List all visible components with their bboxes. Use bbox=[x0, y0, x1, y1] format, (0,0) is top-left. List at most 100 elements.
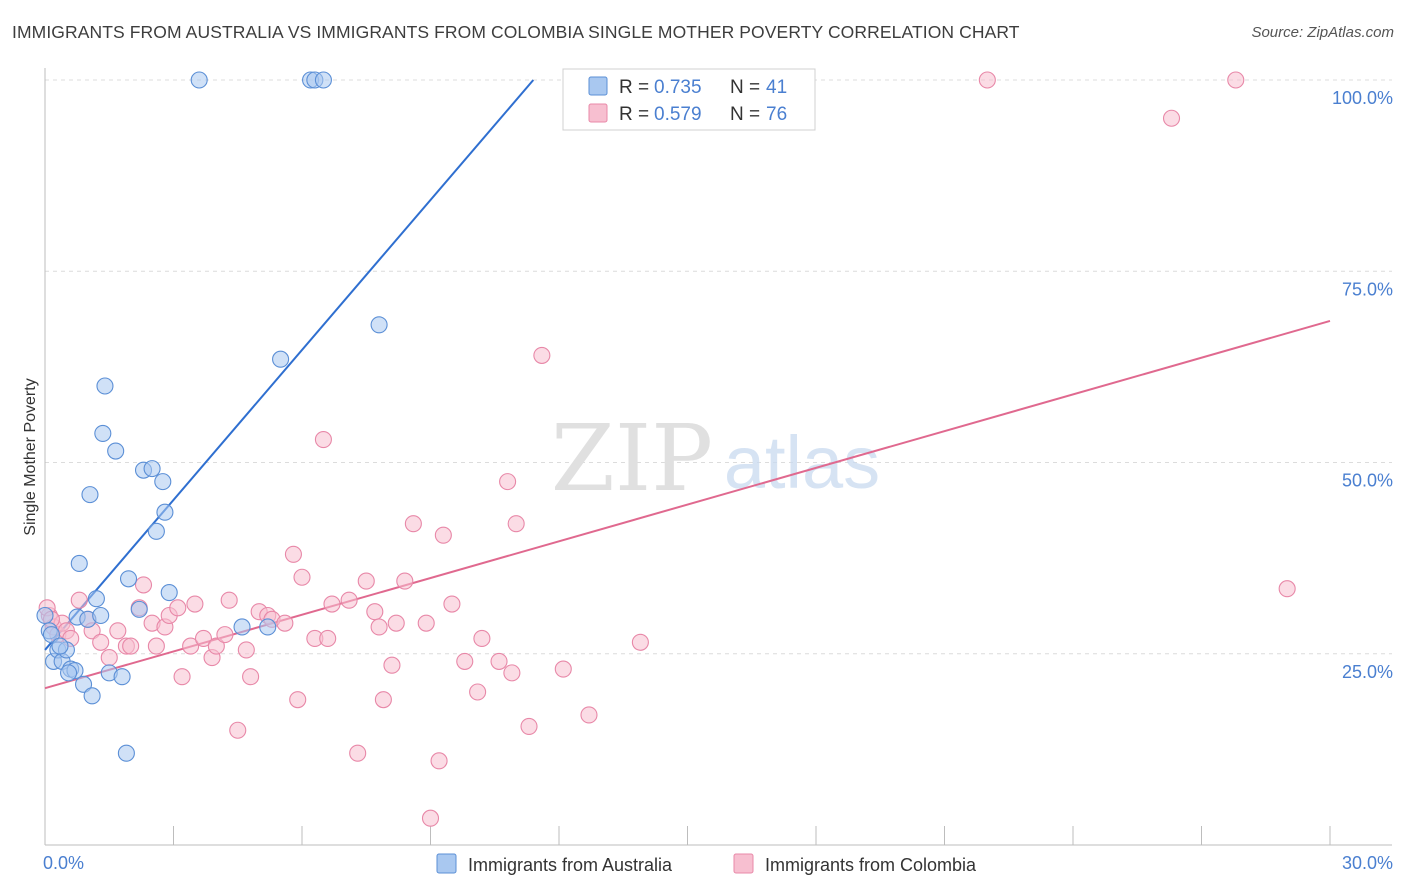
point-australia bbox=[190, 71, 208, 89]
point-colombia bbox=[978, 71, 996, 89]
legend-r-value-colombia: 0.579 bbox=[654, 104, 702, 125]
point-australia bbox=[96, 377, 114, 395]
point-australia bbox=[107, 442, 125, 460]
point-colombia bbox=[1162, 109, 1181, 127]
point-australia bbox=[233, 618, 251, 636]
point-colombia bbox=[289, 691, 307, 709]
point-colombia bbox=[490, 652, 508, 670]
legend-n-value-colombia: 76 bbox=[766, 104, 787, 125]
point-colombia bbox=[520, 717, 538, 735]
point-colombia bbox=[122, 637, 140, 655]
point-colombia bbox=[173, 668, 191, 686]
point-colombia bbox=[387, 614, 405, 632]
point-australia bbox=[60, 664, 78, 682]
point-colombia bbox=[70, 591, 88, 609]
point-australia bbox=[75, 675, 93, 693]
point-australia bbox=[147, 522, 165, 540]
bottom-legend-swatch-colombia bbox=[733, 853, 754, 874]
point-colombia bbox=[456, 652, 474, 670]
legend: R = 0.735 N = 41 R = 0.579 N = 76 bbox=[562, 68, 816, 131]
legend-swatch-australia bbox=[588, 76, 608, 96]
point-colombia bbox=[216, 626, 234, 644]
bottom-legend-swatch-australia bbox=[436, 853, 457, 874]
y-tick-label: 25.0% bbox=[1342, 662, 1393, 682]
bottom-legend-label-australia: Immigrants from Australia bbox=[468, 855, 673, 875]
point-colombia bbox=[349, 744, 367, 762]
source-label: Source: ZipAtlas.com bbox=[1251, 24, 1394, 41]
point-colombia bbox=[169, 599, 187, 617]
point-colombia bbox=[319, 629, 337, 648]
point-colombia bbox=[366, 603, 384, 621]
axis-layer: 25.0% 50.0% 75.0% 100.0% 0.0% 30.0% bbox=[43, 68, 1393, 873]
trend-lines bbox=[44, 79, 1331, 690]
point-colombia bbox=[229, 721, 247, 739]
point-australia bbox=[160, 583, 178, 602]
point-australia bbox=[42, 626, 60, 644]
legend-n-value-australia: 41 bbox=[766, 77, 787, 98]
point-australia bbox=[81, 486, 99, 504]
point-australia bbox=[370, 316, 388, 334]
point-australia bbox=[119, 570, 138, 588]
point-colombia bbox=[554, 660, 572, 678]
point-colombia bbox=[147, 637, 165, 655]
point-colombia bbox=[182, 637, 200, 655]
point-australia bbox=[83, 687, 101, 705]
legend-n-label-colombia: N = bbox=[730, 104, 760, 125]
point-colombia bbox=[430, 752, 448, 770]
point-colombia bbox=[631, 633, 649, 651]
point-australia bbox=[87, 590, 105, 608]
point-colombia bbox=[507, 515, 525, 533]
y-tick-label: 100.0% bbox=[1332, 88, 1393, 108]
point-colombia bbox=[323, 595, 341, 613]
watermark-atlas: atlas bbox=[724, 421, 880, 504]
point-australia bbox=[117, 744, 135, 762]
point-colombia bbox=[396, 572, 414, 590]
point-colombia bbox=[237, 641, 255, 659]
point-australia bbox=[70, 554, 88, 573]
legend-r-label-australia: R = bbox=[619, 77, 649, 98]
point-colombia bbox=[220, 591, 238, 609]
point-colombia bbox=[434, 526, 452, 544]
point-colombia bbox=[533, 346, 551, 364]
point-colombia bbox=[417, 614, 435, 632]
point-colombia bbox=[1227, 71, 1245, 89]
point-colombia bbox=[499, 473, 517, 491]
point-colombia bbox=[473, 629, 491, 648]
trend-line-colombia bbox=[44, 320, 1331, 690]
chart-title: IMMIGRANTS FROM AUSTRALIA VS IMMIGRANTS … bbox=[12, 22, 1020, 42]
point-colombia bbox=[503, 664, 521, 682]
point-colombia bbox=[374, 691, 392, 709]
point-colombia bbox=[92, 633, 110, 651]
point-australia bbox=[92, 606, 110, 625]
point-colombia bbox=[370, 618, 388, 636]
point-colombia bbox=[314, 430, 332, 449]
y-tick-label: 50.0% bbox=[1342, 471, 1393, 491]
point-colombia bbox=[134, 576, 153, 594]
point-australia bbox=[156, 503, 174, 521]
point-colombia bbox=[580, 706, 598, 724]
watermark: ZIP atlas bbox=[551, 405, 880, 512]
point-colombia bbox=[109, 622, 127, 640]
point-colombia bbox=[1278, 580, 1296, 598]
point-australia bbox=[154, 473, 172, 491]
point-colombia bbox=[276, 614, 294, 632]
point-colombia bbox=[207, 637, 225, 655]
legend-swatch-colombia bbox=[588, 103, 608, 123]
point-australia bbox=[51, 637, 69, 655]
legend-n-label-australia: N = bbox=[730, 77, 760, 98]
point-colombia bbox=[242, 668, 260, 686]
point-colombia bbox=[340, 591, 358, 609]
point-australia bbox=[314, 71, 332, 89]
point-colombia bbox=[100, 649, 118, 667]
point-colombia bbox=[404, 515, 422, 533]
point-colombia bbox=[357, 572, 375, 590]
point-australia bbox=[143, 460, 161, 478]
point-colombia bbox=[443, 595, 461, 613]
point-colombia bbox=[383, 656, 401, 674]
point-australia bbox=[272, 350, 290, 368]
trend-line-australia bbox=[44, 79, 535, 651]
y-axis-title: Single Mother Poverty bbox=[22, 378, 39, 535]
point-colombia bbox=[421, 809, 440, 827]
legend-r-label-colombia: R = bbox=[619, 104, 649, 125]
